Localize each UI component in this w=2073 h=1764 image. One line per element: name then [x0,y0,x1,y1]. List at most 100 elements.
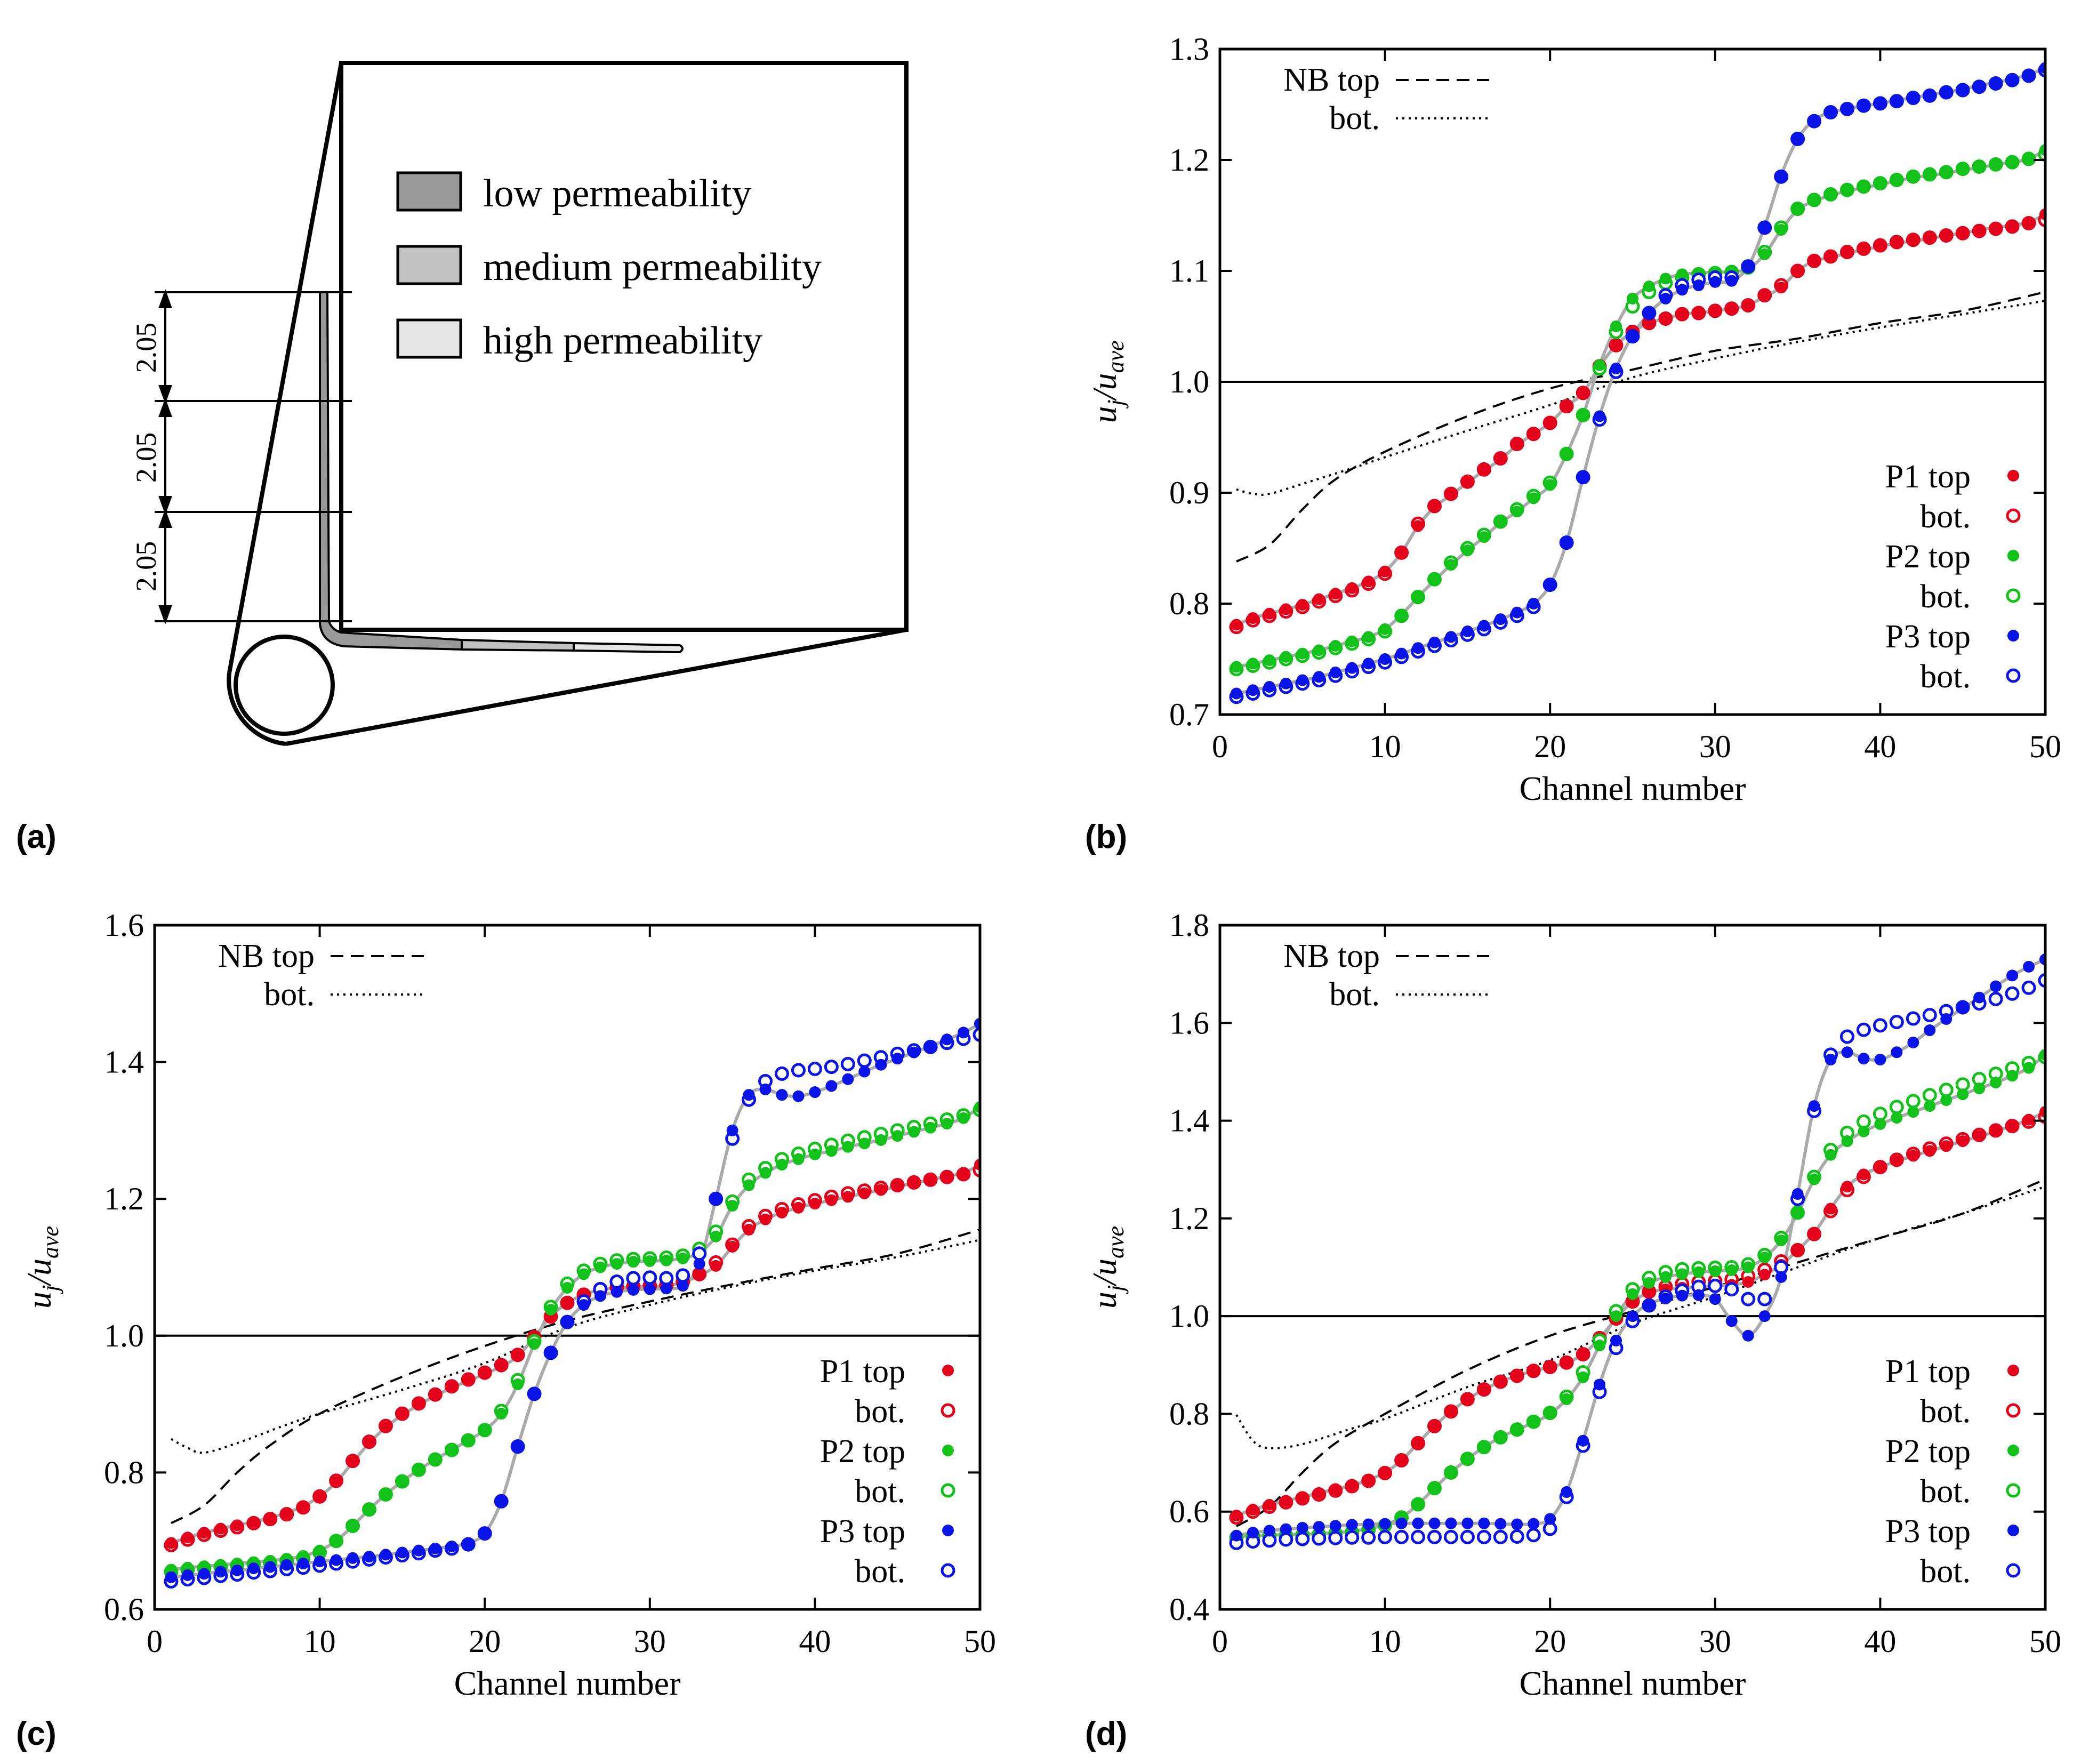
point-p3-top-ch34 [1775,170,1787,182]
point-p2-top-ch17 [1495,517,1507,529]
legend-entry-1: bot. [1920,499,1971,535]
point-p2-top-ch35 [1791,204,1804,216]
point-p1-top-ch16 [1478,1383,1490,1396]
point-p3-top-ch28 [1676,284,1688,296]
point-p3-top-ch40 [1874,97,1886,109]
point-p3-top-ch16 [1478,1517,1490,1529]
point-p1-top-ch43 [1924,232,1936,245]
point-p3-top-ch24 [1610,1334,1622,1346]
point-p2-top-ch44 [1940,1094,1953,1106]
point-p3-top-ch4 [1280,677,1292,689]
legend-label-low: low permeability [483,172,751,215]
point-p2-top-ch15 [1461,1453,1474,1465]
point-p1-top-ch33 [693,1269,705,1281]
point-p1-top-ch47 [1990,1125,2002,1137]
legend-entry-4: P3 top [820,1513,905,1550]
y-axis-label-sub1: j [1103,1285,1129,1294]
point-p3-bot-ch13 [1427,1529,1442,1544]
schematic-panel: 2.05 2.05 2.05 low permeability medium p… [130,61,909,746]
point-p1-top-ch12 [1412,1437,1424,1449]
x-tick-label: 30 [1699,729,1731,764]
point-p3-top-ch11 [330,1554,342,1566]
point-p3-top-ch31 [1725,1315,1738,1327]
point-p2-top-ch37 [1825,189,1837,202]
point-p3-bot-ch43 [857,1053,872,1068]
point-p3-top-ch48 [941,1033,953,1046]
point-p2-top-ch19 [1528,492,1540,504]
point-p2-top-ch31 [1725,1264,1738,1276]
legend-entry-1: bot. [855,1393,905,1430]
point-p2-top-ch40 [809,1148,821,1160]
point-p3-top-ch10 [1379,1518,1391,1530]
x-tick-label: 0 [1212,1624,1228,1659]
point-p3-top-ch44 [1940,1013,1953,1025]
point-p1-top-ch19 [1528,1365,1540,1377]
point-p3-bot-ch43 [1922,1008,1937,1023]
point-p1-top-ch41 [825,1194,838,1206]
point-p2-top-ch48 [941,1118,953,1130]
point-p1-top-ch40 [809,1198,821,1210]
point-p2-top-ch45 [1957,1088,1969,1101]
legend-entry-5: bot. [855,1553,905,1590]
x-axis-label: Channel number [1520,769,1746,807]
y-axis-label-sub1: j [37,1285,63,1294]
point-p3-top-ch7 [264,1561,276,1573]
point-p3-top-ch36 [1808,1100,1820,1112]
point-p1-top-ch5 [1296,1491,1308,1503]
point-p2-top-ch27 [1659,1271,1672,1283]
point-p2-top-ch11 [1395,608,1408,621]
point-p3-bot-ch50 [2038,973,2045,988]
point-p3-bot-ch7 [1328,1530,1343,1545]
point-p2-top-ch21 [1561,448,1573,460]
point-p1-top-ch11 [1395,1454,1408,1466]
point-p2-top-ch26 [1643,280,1655,293]
point-p1-top-ch39 [1858,244,1870,256]
point-p3-top-ch18 [446,1540,458,1552]
point-p1-top-ch36 [1808,1227,1820,1239]
point-p2-top-ch28 [1676,1268,1688,1280]
point-p2-top-ch29 [627,1256,639,1268]
point-p2-top-ch42 [1907,172,1919,184]
point-p3-bot-ch42 [1906,1011,1921,1026]
y-axis-label-sub2: ave [1103,340,1129,373]
point-p3-top-ch33 [1758,1310,1771,1322]
point-p1-top-ch14 [1445,489,1457,501]
series-nb-top-line [1236,291,2045,563]
point-p1-top-ch41 [1891,1155,1903,1167]
point-p1-top-ch30 [1709,304,1721,317]
point-p2-top-ch46 [1973,1083,1986,1095]
x-tick-label: 40 [799,1624,831,1659]
point-p2-top-ch30 [1709,1265,1721,1277]
point-p3-top-ch3 [1263,1525,1275,1537]
dimension-markers [155,289,352,624]
panel-label-c: (c) [16,1715,57,1752]
y-tick-label: 0.8 [1169,1396,1209,1431]
point-p2-top-ch39 [792,1153,805,1165]
point-p3-top-ch39 [792,1090,805,1102]
legend-entry-2: P2 top [1885,1433,1971,1470]
point-p3-top-ch44 [875,1059,887,1071]
point-p2-top-ch4 [1280,651,1292,663]
point-p1-top-ch11 [330,1476,342,1488]
legend-marker-3 [941,1483,955,1498]
point-p2-top-ch38 [1841,1135,1853,1148]
x-tick-label: 20 [1534,1624,1566,1659]
x-tick-label: 10 [1369,1624,1401,1659]
legend-marker-2 [942,1445,954,1456]
point-p1-top-ch10 [1379,565,1391,578]
point-p2-top-ch13 [1428,574,1441,587]
point-p2-top-ch45 [1957,164,1969,176]
point-p1-top-ch11 [1395,547,1408,559]
point-p1-top-ch49 [2023,1113,2035,1126]
point-p3-top-ch10 [314,1555,326,1568]
point-p1-top-ch8 [1346,582,1358,594]
point-p2-top-ch9 [1362,631,1375,643]
point-p2-top-ch19 [1528,1416,1540,1429]
point-p3-bot-ch42 [840,1056,855,1071]
x-tick-label: 40 [1864,1624,1896,1659]
point-p3-top-ch21 [495,1495,508,1508]
legend-marker-5 [2006,1563,2021,1578]
point-p1-top-ch48 [2006,219,2019,231]
point-p3-bot-ch15 [1460,1529,1475,1544]
point-p3-top-ch34 [1775,1271,1787,1283]
